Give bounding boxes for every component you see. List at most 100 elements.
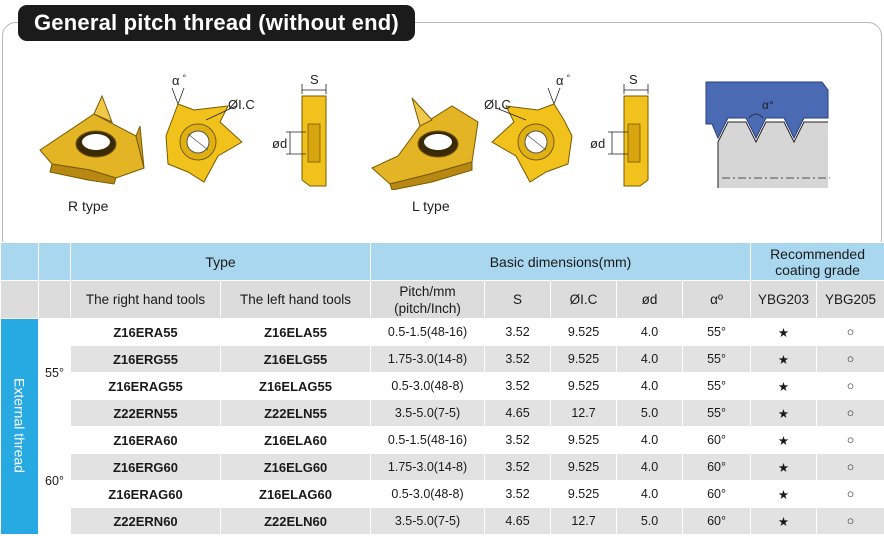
- alpha-value: 55°: [682, 318, 752, 346]
- s-value: 4.65: [484, 399, 552, 427]
- s-value: 3.52: [484, 318, 552, 346]
- s-value: 3.52: [484, 345, 552, 373]
- header-right-hand-tools: The right hand tools: [70, 280, 221, 319]
- grade-ybg205-mark: ○: [816, 372, 884, 400]
- grade-ybg203-mark: ★: [750, 345, 818, 373]
- thread-profile-diagram: [705, 81, 830, 188]
- pitch-value: 0.5-1.5(48-16): [370, 318, 486, 346]
- header-d: ød: [616, 280, 684, 319]
- ic-value: 9.525: [550, 345, 618, 373]
- left-hand-code: Z16ELAG60: [219, 480, 372, 508]
- r-s-label: S: [310, 72, 319, 87]
- s-value: 3.52: [484, 372, 552, 400]
- header-pitch-line2: (pitch/Inch): [394, 300, 461, 316]
- alpha-value: 60°: [682, 507, 752, 535]
- s-value: 3.52: [484, 480, 552, 508]
- r-type-label: R type: [68, 198, 109, 214]
- degree-symbol: °: [566, 73, 571, 83]
- left-hand-code: Z16ELAG55: [219, 372, 372, 400]
- header-grade-ybg203: YBG203: [750, 280, 818, 319]
- header-ic: ØI.C: [550, 280, 618, 319]
- left-hand-code: Z16ELA55: [219, 318, 372, 346]
- header-basic-dimensions: Basic dimensions(mm): [370, 242, 752, 281]
- ic-value: 12.7: [550, 507, 618, 535]
- grade-ybg205-mark: ○: [816, 480, 884, 508]
- d-value: 4.0: [616, 372, 684, 400]
- r-type-insert-side-view: [286, 84, 327, 187]
- right-hand-code: Z16ERA55: [70, 318, 221, 346]
- header-pitch-line1: Pitch/mm: [399, 283, 456, 299]
- l-type-insert-side-view: [608, 84, 649, 187]
- l-d-label: ød: [590, 136, 606, 151]
- right-hand-code: Z22ERN55: [70, 399, 221, 427]
- left-hand-code: Z16ELG55: [219, 345, 372, 373]
- alpha-value: 60°: [682, 426, 752, 454]
- table-row: External thread 55° Z16ERA55 Z16ELA55 0.…: [0, 318, 884, 535]
- header-s: S: [484, 280, 552, 319]
- ic-value: 9.525: [550, 372, 618, 400]
- alpha-value: 55°: [682, 399, 752, 427]
- grade-ybg205-mark: ○: [816, 507, 884, 535]
- table-row: Z16ERAG60 Z16ELAG60 0.5-3.0(48-8) 3.52 9…: [1, 480, 884, 508]
- l-s-label: S: [629, 72, 638, 87]
- alpha-symbol: α: [172, 73, 180, 88]
- degree-symbol: °: [182, 73, 187, 83]
- s-value: 4.65: [484, 507, 552, 535]
- profile-angle-label: α°: [762, 98, 774, 112]
- grade-ybg205-mark: ○: [816, 399, 884, 427]
- right-hand-code: Z16ERG55: [70, 345, 221, 373]
- header-grade-ybg205: YBG205: [816, 280, 884, 319]
- r-type-insert-front-view: [165, 87, 243, 183]
- alpha-value: 60°: [682, 480, 752, 508]
- d-value: 5.0: [616, 399, 684, 427]
- s-value: 3.52: [484, 453, 552, 481]
- pitch-value: 1.75-3.0(14-8): [370, 453, 486, 481]
- r-ic-label: ØI.C: [228, 97, 255, 112]
- left-hand-code: Z16ELG60: [219, 453, 372, 481]
- page-title: General pitch thread (without end): [18, 5, 415, 41]
- ic-value: 9.525: [550, 318, 618, 346]
- pitch-value: 3.5-5.0(7-5): [370, 399, 486, 427]
- table-row: Z22ERN55 Z22ELN55 3.5-5.0(7-5) 4.65 12.7…: [1, 399, 884, 427]
- alpha-value: 55°: [682, 345, 752, 373]
- grade-ybg203-mark: ★: [750, 372, 818, 400]
- table-row: Z16ERG55 Z16ELG55 1.75-3.0(14-8) 3.52 9.…: [1, 345, 884, 373]
- right-hand-code: Z16ERAG60: [70, 480, 221, 508]
- header-type: Type: [69, 242, 372, 281]
- table-row: Z22ERN60 Z22ELN60 3.5-5.0(7-5) 4.65 12.7…: [1, 507, 884, 535]
- l-type-insert-front-view: [491, 87, 573, 183]
- header-row-1: Type Basic dimensions(mm) Recommended co…: [0, 242, 884, 281]
- header-coating-line2: coating grade: [775, 261, 860, 278]
- left-hand-code: Z22ELN55: [219, 399, 372, 427]
- pitch-value: 0.5-3.0(48-8): [370, 480, 486, 508]
- s-value: 3.52: [484, 426, 552, 454]
- header-coating-grade: Recommended coating grade: [750, 242, 884, 281]
- grade-ybg203-mark: ★: [750, 426, 818, 454]
- thread-insert-table: Type Basic dimensions(mm) Recommended co…: [0, 242, 884, 535]
- header-row-2: The right hand tools The left hand tools…: [0, 280, 884, 319]
- header-blank-cell: [38, 280, 71, 319]
- grade-ybg203-mark: ★: [750, 318, 818, 346]
- d-value: 4.0: [616, 453, 684, 481]
- ic-value: 9.525: [550, 453, 618, 481]
- table-row: Z16ERG60 Z16ELG60 1.75-3.0(14-8) 3.52 9.…: [1, 453, 884, 481]
- r-d-label: ød: [272, 136, 288, 151]
- header-pitch: Pitch/mm (pitch/Inch): [370, 280, 486, 319]
- table-row: 60° Z16ERA60 Z16ELA60 0.5-1.5(48-16) 3.5…: [1, 426, 884, 535]
- r-type-insert-3d-image: [39, 94, 145, 185]
- angle-group-label: 55°: [38, 318, 71, 427]
- pitch-value: 3.5-5.0(7-5): [370, 507, 486, 535]
- left-hand-code: Z22ELN60: [219, 507, 372, 535]
- grade-ybg203-mark: ★: [750, 507, 818, 535]
- grade-ybg203-mark: ★: [750, 480, 818, 508]
- d-value: 4.0: [616, 345, 684, 373]
- header-blank-cell: [0, 280, 39, 319]
- ic-value: 9.525: [550, 480, 618, 508]
- alpha-value: 60°: [682, 453, 752, 481]
- pitch-value: 1.75-3.0(14-8): [370, 345, 486, 373]
- header-blank-cell: [38, 242, 71, 281]
- header-coating-line1: Recommended: [770, 245, 865, 262]
- d-value: 4.0: [616, 426, 684, 454]
- r-alpha-label: α °: [172, 73, 186, 88]
- pitch-value: 0.5-3.0(48-8): [370, 372, 486, 400]
